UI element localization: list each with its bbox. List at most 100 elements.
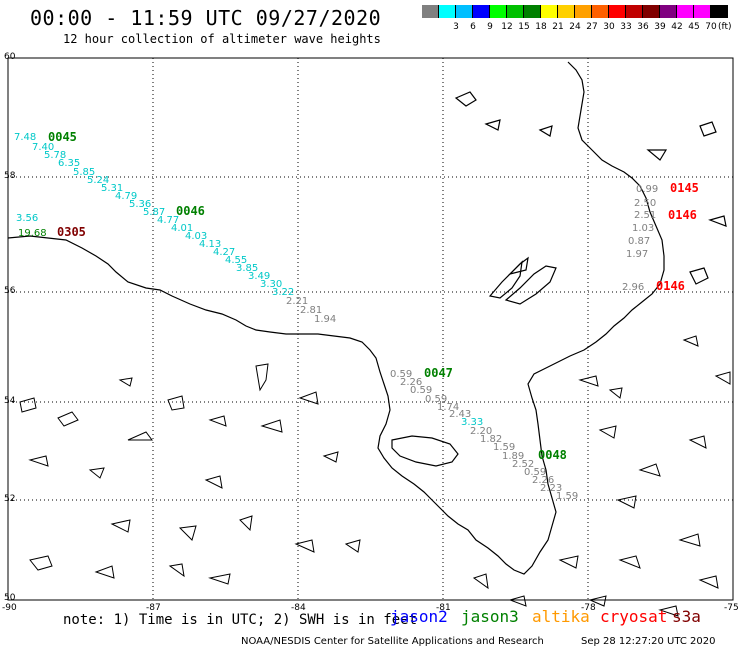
legend-swatch [575, 5, 592, 18]
pass-label: 0047 [424, 366, 453, 380]
legend-label: 24 [569, 22, 581, 32]
wave-height-value: 2.51 [634, 210, 657, 221]
legend-swatch [473, 5, 490, 18]
wave-height-value: 5.85 [73, 167, 96, 178]
satellite-jason2: jason2 [390, 607, 448, 626]
legend-swatch [558, 5, 575, 18]
wave-height-value: 4.77 [157, 215, 180, 226]
wave-height-value: 19.68 [18, 228, 47, 239]
lon-label: -78 [581, 603, 596, 613]
satellite-jason3: jason3 [461, 607, 519, 626]
wave-height-value: 5.31 [101, 183, 124, 194]
wave-height-value: 1.59 [556, 491, 579, 502]
wave-height-value: 0.87 [628, 236, 651, 247]
lat-label: 50 [4, 593, 16, 603]
wave-height-value: 4.13 [199, 239, 222, 250]
legend-swatch [456, 5, 473, 18]
legend-swatch [541, 5, 558, 18]
wave-height-value: 3.85 [236, 263, 259, 274]
wave-height-value: 3.56 [16, 213, 39, 224]
wave-height-value: 1.89 [502, 451, 525, 462]
map-subtitle: 12 hour collection of altimeter wave hei… [63, 32, 381, 46]
legend-label: 42 [671, 22, 683, 32]
wave-height-value: 2.21 [286, 296, 309, 307]
legend-swatch [626, 5, 643, 18]
legend-swatch [711, 5, 728, 18]
legend-swatch [592, 5, 609, 18]
wave-height-value: 1.59 [493, 442, 516, 453]
pass-label: 0146 [656, 279, 685, 293]
wave-height-value: 2.50 [634, 198, 657, 209]
wave-height-value: 2.96 [622, 282, 645, 293]
legend-label: 12 [501, 22, 513, 32]
legend-label: 18 [535, 22, 547, 32]
legend-label: 6 [470, 22, 476, 32]
wave-height-value: 0.59 [410, 385, 433, 396]
legend-unit: (ft) [718, 22, 732, 32]
wave-height-value: 4.27 [213, 247, 236, 258]
legend-label: 39 [654, 22, 666, 32]
legend-swatch [677, 5, 694, 18]
legend-label: 3 [453, 22, 459, 32]
pass-label: 0048 [538, 448, 567, 462]
wave-height-value: 4.79 [115, 191, 138, 202]
wave-height-value: 5.78 [44, 150, 67, 161]
wave-height-value: 1.82 [480, 434, 503, 445]
wave-height-value: 1.03 [632, 223, 655, 234]
wave-height-value: 1.97 [626, 249, 649, 260]
legend-swatch [643, 5, 660, 18]
pass-label: 0146 [668, 208, 697, 222]
legend-label: 21 [552, 22, 564, 32]
legend-swatch [490, 5, 507, 18]
footer-timestamp: Sep 28 12:27:20 UTC 2020 [581, 636, 716, 647]
wave-height-value: 0.59 [390, 369, 413, 380]
pass-label: 0305 [57, 225, 86, 239]
graticule [8, 58, 733, 600]
pass-label: 0046 [176, 204, 205, 218]
wave-height-value: 0.99 [636, 184, 659, 195]
lat-label: 58 [4, 171, 16, 181]
legend-swatch [524, 5, 541, 18]
map-title: 00:00 - 11:59 UTC 09/27/2020 [30, 6, 382, 30]
legend-label: 30 [603, 22, 615, 32]
legend-swatch [422, 5, 439, 18]
legend-swatch [609, 5, 626, 18]
legend-label: 27 [586, 22, 598, 32]
lon-label: -81 [436, 603, 451, 613]
lon-label: -90 [2, 603, 17, 613]
wave-height-value: 3.33 [461, 417, 484, 428]
legend-label: 15 [518, 22, 530, 32]
footer-credit: NOAA/NESDIS Center for Satellite Applica… [241, 636, 544, 647]
wave-height-value: 4.55 [225, 255, 248, 266]
wave-height-value: 4.03 [185, 231, 208, 242]
legend-label: 45 [688, 22, 700, 32]
legend-label: 9 [487, 22, 493, 32]
lon-label: -87 [146, 603, 161, 613]
lat-label: 52 [4, 494, 16, 504]
pass-label: 0145 [670, 181, 699, 195]
wave-height-value: 2.26 [532, 475, 555, 486]
legend-swatch [660, 5, 677, 18]
legend-swatch [439, 5, 456, 18]
lakes [19, 335, 731, 617]
legend-swatch [507, 5, 524, 18]
wave-height-value: 2.26 [400, 377, 423, 388]
satellite-cryosat: cryosat [600, 607, 668, 626]
pass-label: 0045 [48, 130, 77, 144]
lon-label: -84 [291, 603, 306, 613]
lat-label: 54 [4, 396, 16, 406]
wave-height-value: 2.81 [300, 305, 323, 316]
footer-note: note: 1) Time is in UTC; 2) SWH is in fe… [63, 612, 418, 628]
wave-height-value: 5.24 [87, 175, 110, 186]
wave-height-value: 7.40 [32, 142, 55, 153]
wave-height-value: 6.35 [58, 158, 81, 169]
wave-height-value: 2.20 [470, 426, 493, 437]
wave-height-value: 3.22 [272, 287, 295, 298]
wave-height-value: 3.49 [248, 271, 271, 282]
lat-label: 56 [4, 286, 16, 296]
wave-height-value: 1.94 [314, 314, 337, 325]
satellite-altika: altika [532, 607, 590, 626]
wave-height-value: 0.59 [524, 467, 547, 478]
wave-height-value: 2.43 [449, 409, 472, 420]
